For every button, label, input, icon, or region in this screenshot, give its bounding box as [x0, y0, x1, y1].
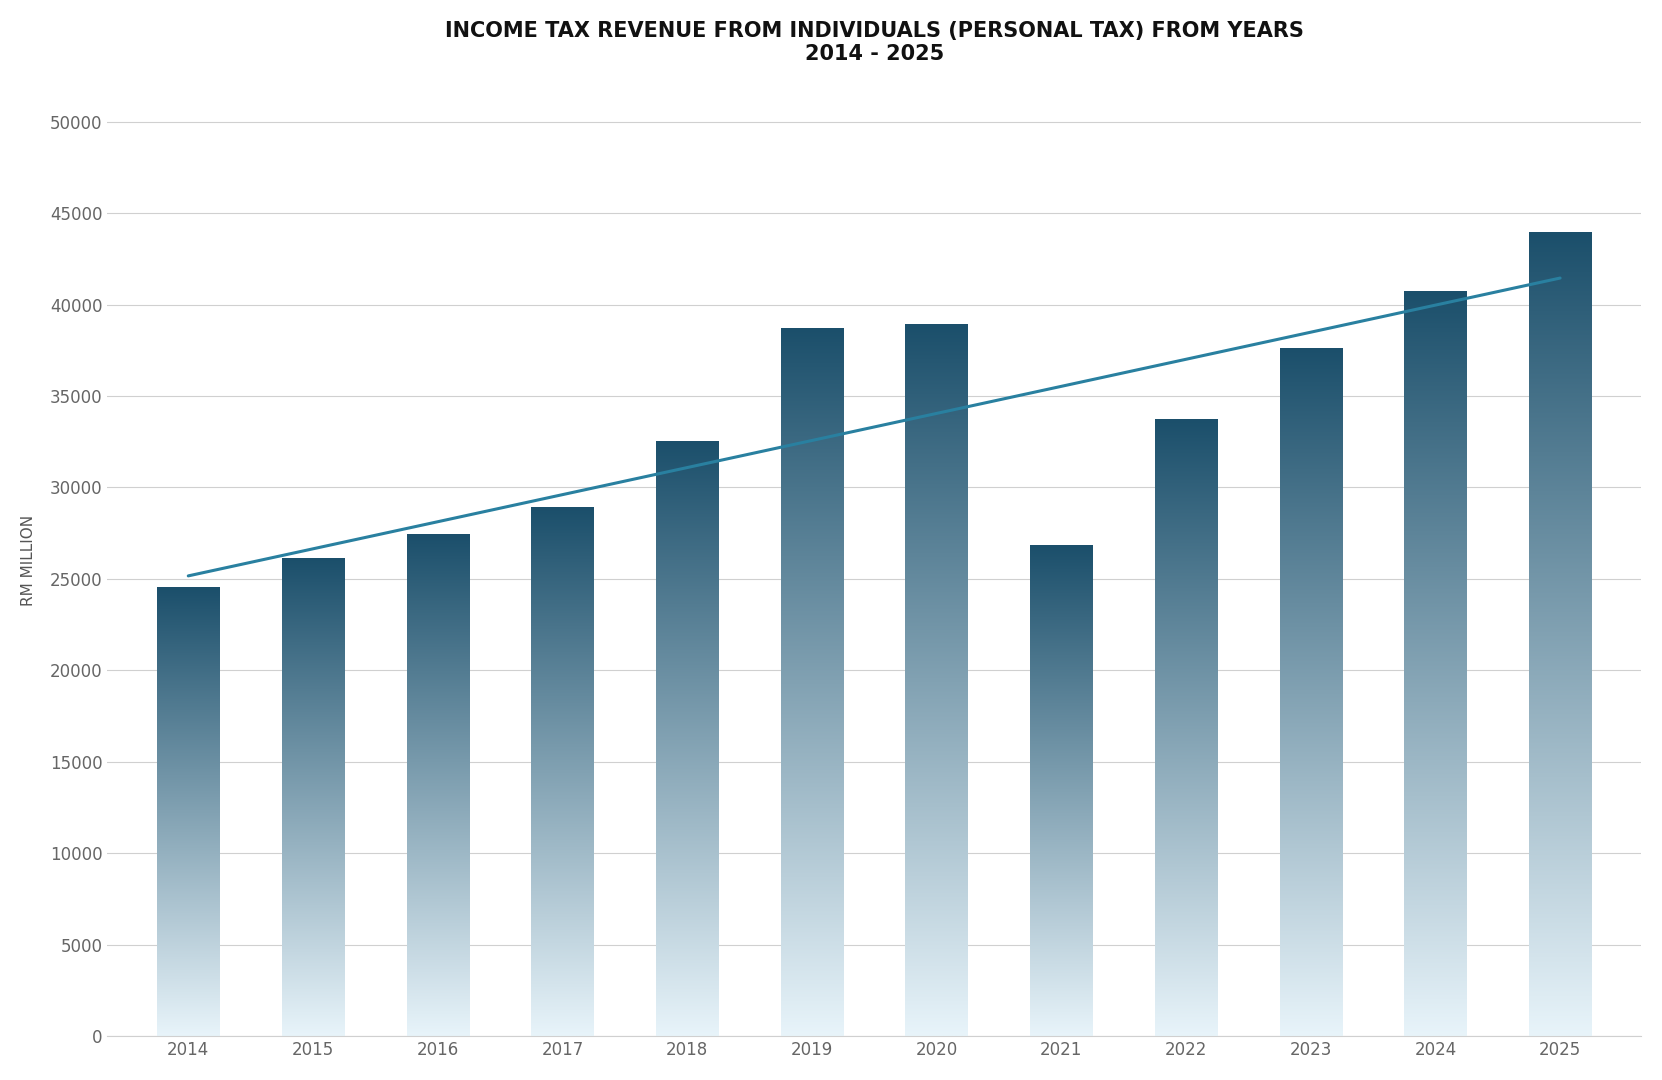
Y-axis label: RM MILLION: RM MILLION — [22, 515, 37, 606]
Title: INCOME TAX REVENUE FROM INDIVIDUALS (PERSONAL TAX) FROM YEARS
2014 - 2025: INCOME TAX REVENUE FROM INDIVIDUALS (PER… — [445, 21, 1303, 64]
